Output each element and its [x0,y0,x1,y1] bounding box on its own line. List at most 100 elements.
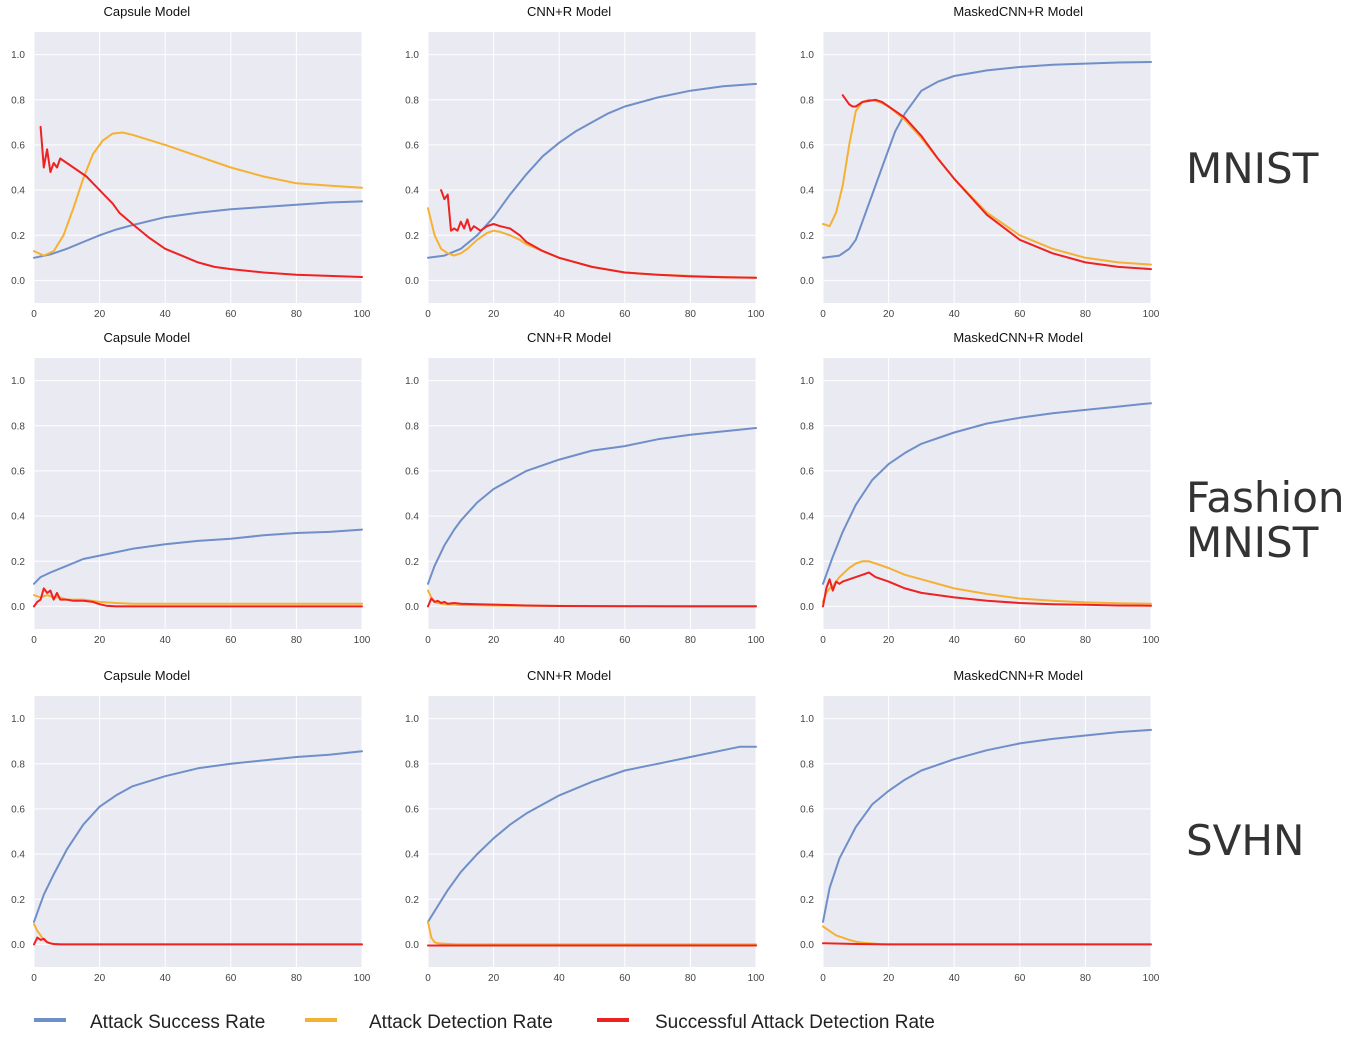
x-tick-label: 60 [619,973,631,984]
x-tick-label: 40 [949,973,961,984]
x-tick-label: 60 [1014,635,1026,646]
x-tick-label: 100 [748,973,765,984]
x-tick-label: 40 [554,309,566,320]
x-tick-label: 60 [619,309,631,320]
legend-swatch [597,1018,629,1022]
x-tick-label: 100 [354,973,371,984]
x-tick-label: 80 [685,635,697,646]
y-tick-label: 1.0 [800,376,814,387]
series-line-attack-success-rate [33,750,363,923]
x-tick-label: 80 [685,309,697,320]
x-tick-label: 0 [425,973,431,984]
y-tick-label: 0.0 [405,602,419,613]
plot-area [823,696,1151,967]
x-tick-label: 80 [291,973,303,984]
series-line-attack-success-rate [427,427,757,585]
x-tick-label: 100 [748,635,765,646]
chart-title: Capsule Model [103,4,190,19]
series-line-successful-attack-detection-rate [822,942,1152,946]
x-tick-label: 60 [1014,973,1026,984]
legend-swatch [305,1018,337,1022]
y-tick-label: 0.4 [405,512,419,523]
y-tick-label: 1.0 [800,714,814,725]
x-tick-label: 20 [94,973,106,984]
x-tick-label: 60 [225,973,237,984]
x-tick-label: 0 [425,309,431,320]
y-tick-label: 0.6 [800,466,814,477]
row-label-mnist: MNIST [1186,144,1319,193]
chart-panel: 0 20 40 60 80 100 0.0 0.2 0.4 0.6 0.8 1.0 Capsule Mo… [11,668,371,984]
chart-title: CNN+R Model [527,4,611,19]
y-tick-label: 1.0 [405,50,419,61]
y-tick-label: 0.0 [11,276,25,287]
x-tick-label: 40 [949,635,961,646]
chart-panel: 0 20 40 60 80 100 0.0 0.2 0.4 0.6 0.8 1.0 CNN+R Mode… [405,4,765,320]
legend-label: Attack Detection Rate [369,1012,553,1033]
chart-panel: 0 20 40 60 80 100 0.0 0.2 0.4 0.6 0.8 1.0 Capsule Mo… [11,4,371,320]
plot-area [34,358,362,629]
y-tick-label: 0.6 [800,804,814,815]
legend-label: Successful Attack Detection Rate [655,1012,935,1033]
x-tick-label: 60 [619,635,631,646]
x-tick-label: 40 [160,309,172,320]
y-tick-label: 0.2 [800,231,814,242]
y-tick-label: 0.4 [800,512,814,523]
x-tick-label: 0 [820,635,826,646]
y-tick-label: 0.4 [800,186,814,197]
y-tick-label: 0.8 [11,759,25,770]
x-tick-label: 40 [160,635,172,646]
series-line-attack-success-rate [33,528,363,585]
x-tick-label: 40 [554,635,566,646]
y-tick-label: 0.6 [11,140,25,151]
series-line-attack-detection-rate [427,920,757,946]
x-tick-label: 20 [883,635,895,646]
series-line-attack-success-rate [822,728,1152,923]
x-tick-label: 60 [1014,309,1026,320]
y-tick-label: 1.0 [11,376,25,387]
y-tick-label: 0.2 [405,231,419,242]
x-tick-label: 100 [354,309,371,320]
chart-panel: 0 20 40 60 80 100 0.0 0.2 0.4 0.6 0.8 1.0 MaskedCNN+… [800,668,1160,984]
series-line-attack-success-rate [822,402,1152,585]
y-tick-label: 0.8 [11,95,25,106]
series-line-successful-attack-detection-rate [822,571,1152,608]
chart-panel: 0 20 40 60 80 100 0.0 0.2 0.4 0.6 0.8 1.0 CNN+R Mode… [405,668,765,984]
y-tick-label: 0.4 [405,186,419,197]
x-tick-label: 80 [685,973,697,984]
series-line-successful-attack-detection-rate [39,125,363,278]
y-tick-label: 0.2 [11,895,25,906]
series-line-attack-success-rate [822,61,1152,259]
y-tick-label: 0.2 [405,895,419,906]
series-line-attack-success-rate [427,82,757,259]
x-tick-label: 20 [488,309,500,320]
y-tick-label: 1.0 [800,50,814,61]
y-tick-label: 0.0 [800,276,814,287]
y-tick-label: 0.4 [11,512,25,523]
y-tick-label: 0.4 [11,850,25,861]
x-tick-label: 20 [94,635,106,646]
x-tick-label: 20 [488,635,500,646]
y-tick-label: 0.2 [405,557,419,568]
y-tick-label: 1.0 [405,376,419,387]
y-tick-label: 0.2 [800,557,814,568]
y-tick-label: 0.8 [11,421,25,432]
x-tick-label: 100 [748,309,765,320]
y-tick-label: 1.0 [405,714,419,725]
plot-area [823,32,1151,303]
series-line-attack-success-rate [33,200,363,259]
y-tick-label: 0.0 [405,940,419,951]
y-tick-label: 0.2 [800,895,814,906]
legend-swatch [34,1018,66,1022]
y-tick-label: 0.0 [800,940,814,951]
chart-title: MaskedCNN+R Model [953,330,1083,345]
x-tick-label: 20 [883,309,895,320]
x-tick-label: 100 [1143,973,1160,984]
series-line-attack-success-rate [427,745,757,923]
x-tick-label: 20 [488,973,500,984]
y-tick-label: 0.6 [800,140,814,151]
y-tick-label: 0.8 [405,95,419,106]
x-tick-label: 100 [1143,635,1160,646]
x-tick-label: 60 [225,309,237,320]
x-tick-label: 0 [425,635,431,646]
